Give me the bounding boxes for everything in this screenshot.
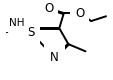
Text: O: O [74,7,84,20]
Text: NH: NH [9,18,25,28]
Text: O: O [44,2,53,15]
Text: N: N [50,51,59,64]
Text: S: S [27,26,34,39]
